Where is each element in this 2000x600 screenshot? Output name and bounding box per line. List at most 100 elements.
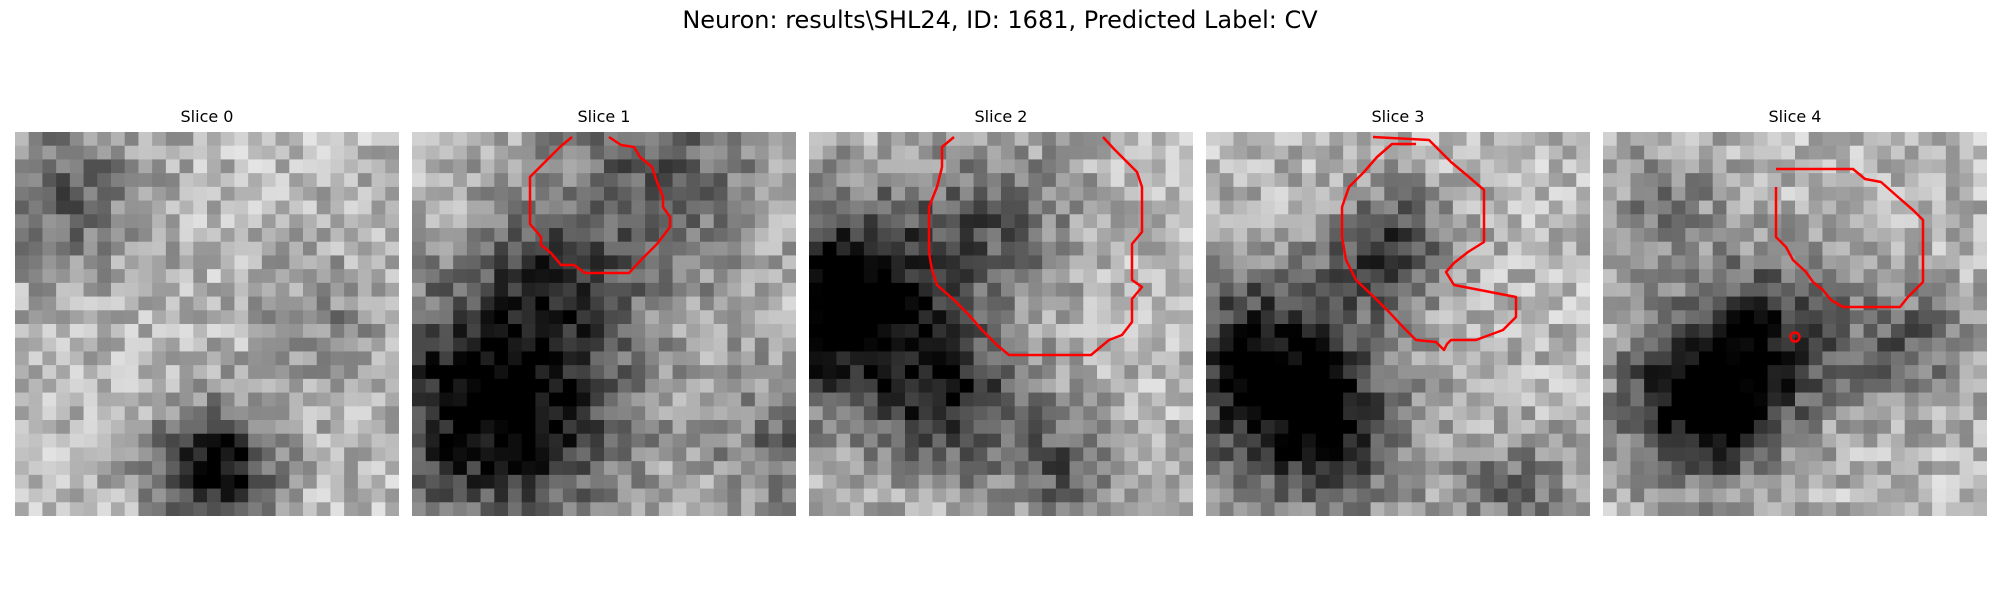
pixel-cell — [1439, 324, 1454, 339]
pixel-cell — [1260, 461, 1275, 476]
pixel-cell — [1795, 186, 1810, 201]
pixel-cell — [1097, 488, 1112, 503]
pixel-cell — [42, 282, 57, 297]
pixel-cell — [1001, 310, 1016, 325]
pixel-cell — [1288, 337, 1303, 352]
pixel-cell — [56, 132, 71, 147]
pixel-cell — [508, 145, 523, 160]
pixel-cell — [152, 296, 167, 311]
pixel-cell — [1425, 269, 1440, 284]
pixel-cell — [1151, 502, 1166, 516]
pixel-cell — [1124, 365, 1139, 380]
pixel-cell — [344, 228, 359, 243]
pixel-cell — [1274, 282, 1289, 297]
pixel-cell — [261, 433, 276, 448]
pixel-cell — [946, 502, 961, 516]
pixel-cell — [1398, 186, 1413, 201]
pixel-cell — [836, 378, 851, 393]
pixel-cell — [261, 228, 276, 243]
pixel-cell — [713, 447, 728, 462]
pixel-cell — [466, 324, 481, 339]
pixel-cell — [1343, 474, 1358, 489]
pixel-cell — [1480, 420, 1495, 435]
pixel-cell — [124, 241, 139, 256]
pixel-cell — [1877, 228, 1892, 243]
pixel-cell — [1849, 433, 1864, 448]
pixel-cell — [357, 447, 372, 462]
pixel-cell — [1494, 337, 1509, 352]
pixel-cell — [15, 365, 30, 380]
pixel-cell — [207, 200, 222, 215]
pixel-cell — [822, 433, 837, 448]
pixel-cell — [152, 324, 167, 339]
pixel-cell — [439, 420, 454, 435]
pixel-cell — [371, 214, 386, 229]
pixel-cell — [1808, 406, 1823, 421]
pixel-cell — [590, 420, 605, 435]
pixel-cell — [1671, 159, 1686, 174]
pixel-cell — [1398, 241, 1413, 256]
pixel-cell — [1151, 461, 1166, 476]
pixel-cell — [1219, 255, 1234, 270]
pixel-cell — [1548, 228, 1563, 243]
pixel-cell — [1260, 241, 1275, 256]
pixel-cell — [1219, 145, 1234, 160]
pixel-cell — [782, 145, 796, 160]
pixel-cell — [590, 447, 605, 462]
pixel-cell — [700, 228, 715, 243]
pixel-cell — [1616, 214, 1631, 229]
pixel-cell — [727, 132, 742, 147]
pixel-cell — [521, 241, 536, 256]
pixel-cell — [412, 420, 427, 435]
pixel-cell — [727, 145, 742, 160]
pixel-cell — [1699, 406, 1714, 421]
pixel-cell — [207, 474, 222, 489]
pixel-cell — [1904, 337, 1919, 352]
pixel-cell — [1740, 351, 1755, 366]
pixel-cell — [42, 474, 57, 489]
pixel-cell — [425, 241, 440, 256]
pixel-cell — [261, 392, 276, 407]
pixel-cell — [1425, 159, 1440, 174]
pixel-cell — [453, 269, 468, 284]
pixel-cell — [1616, 296, 1631, 311]
pixel-cell — [425, 433, 440, 448]
pixel-cell — [1480, 132, 1495, 147]
pixel-cell — [1836, 488, 1851, 503]
pixel-cell — [316, 433, 331, 448]
pixel-cell — [316, 337, 331, 352]
pixel-cell — [1657, 337, 1672, 352]
pixel-cell — [863, 269, 878, 284]
pixel-cell — [316, 186, 331, 201]
pixel-cell — [494, 392, 509, 407]
pixel-cell — [836, 173, 851, 188]
pixel-cell — [261, 132, 276, 147]
pixel-cell — [1603, 269, 1618, 284]
pixel-cell — [1753, 186, 1768, 201]
pixel-cell — [480, 392, 495, 407]
pixel-cell — [28, 447, 43, 462]
pixel-cell — [1616, 420, 1631, 435]
pixel-cell — [1055, 392, 1070, 407]
pixel-cell — [877, 324, 892, 339]
pixel-cell — [1644, 173, 1659, 188]
pixel-cell — [1535, 214, 1550, 229]
pixel-cell — [1028, 282, 1043, 297]
pixel-cell — [83, 406, 98, 421]
pixel-cell — [220, 228, 235, 243]
pixel-cell — [754, 324, 769, 339]
pixel-cell — [1863, 200, 1878, 215]
pixel-cell — [1849, 337, 1864, 352]
pixel-cell — [1425, 433, 1440, 448]
pixel-cell — [1753, 255, 1768, 270]
pixel-cell — [1671, 200, 1686, 215]
pixel-cell — [863, 433, 878, 448]
pixel-cell — [1494, 502, 1509, 516]
pixel-cell — [1165, 310, 1180, 325]
pixel-cell — [1356, 132, 1371, 147]
pixel-cell — [987, 269, 1002, 284]
pixel-cell — [1932, 186, 1947, 201]
pixel-cell — [1535, 159, 1550, 174]
pixel-cell — [275, 447, 290, 462]
pixel-cell — [371, 132, 386, 147]
